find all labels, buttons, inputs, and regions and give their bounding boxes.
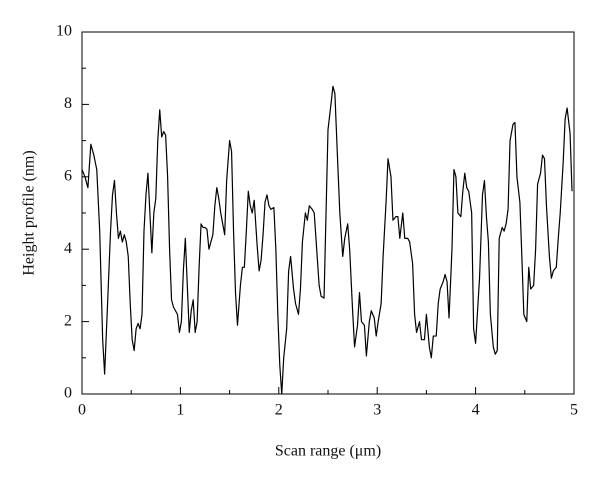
x-tick-label: 3 — [373, 402, 381, 419]
y-axis-label: Height profile (nm) — [21, 150, 38, 275]
x-tick-label: 5 — [570, 402, 578, 419]
x-axis-label: Scan range (μm) — [275, 443, 381, 460]
x-tick-label: 4 — [472, 402, 480, 419]
x-tick-label: 0 — [78, 402, 86, 419]
y-tick-label: 6 — [64, 167, 72, 184]
x-tick-label: 1 — [176, 402, 184, 419]
y-tick-label: 8 — [64, 95, 72, 112]
data-line — [81, 85, 573, 395]
y-tick-label: 2 — [64, 312, 72, 329]
y-tick-label: 0 — [64, 385, 72, 402]
x-tick-label: 2 — [275, 402, 283, 419]
y-tick-label: 10 — [56, 23, 72, 40]
plot-frame — [81, 31, 575, 395]
y-tick-label: 4 — [64, 240, 72, 257]
